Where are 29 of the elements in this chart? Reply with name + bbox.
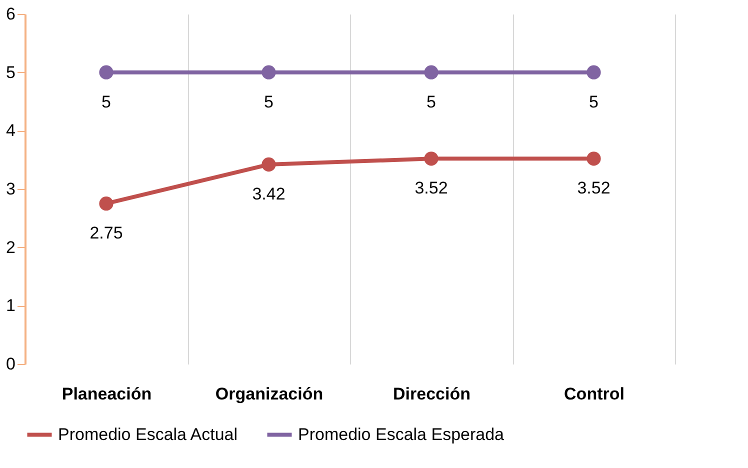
data-label: 2.75 bbox=[90, 224, 123, 243]
data-label: 5 bbox=[426, 92, 436, 112]
y-tick-label: 0 bbox=[6, 354, 16, 374]
y-tick-label: 2 bbox=[6, 238, 16, 257]
y-tick-label: 5 bbox=[6, 62, 16, 82]
point bbox=[99, 65, 114, 80]
x-tick-label: Dirección bbox=[393, 384, 470, 404]
x-tick-label: Organización bbox=[215, 384, 324, 404]
data-label: 3.52 bbox=[577, 178, 610, 198]
y-tick-label: 4 bbox=[6, 121, 16, 140]
point bbox=[262, 65, 276, 80]
point bbox=[586, 65, 601, 80]
data-label: 3.52 bbox=[414, 178, 448, 198]
point bbox=[586, 152, 601, 166]
y-tick-label: 1 bbox=[6, 296, 16, 316]
y-tick-label: 6 bbox=[6, 4, 16, 24]
legend-label: Promedio Escala Actual bbox=[58, 424, 238, 444]
data-label: 3.42 bbox=[252, 184, 286, 204]
data-label: 5 bbox=[589, 92, 598, 112]
x-tick-label: Control bbox=[564, 384, 624, 404]
y-tick-label: 3 bbox=[6, 180, 16, 198]
point bbox=[99, 196, 114, 211]
point bbox=[424, 65, 438, 80]
data-label: 5 bbox=[102, 92, 111, 112]
data-label: 5 bbox=[264, 92, 274, 112]
point bbox=[424, 152, 438, 166]
x-tick-label: Planeación bbox=[62, 384, 152, 404]
point bbox=[262, 157, 276, 172]
legend-label: Promedio Escala Esperada bbox=[298, 424, 505, 444]
